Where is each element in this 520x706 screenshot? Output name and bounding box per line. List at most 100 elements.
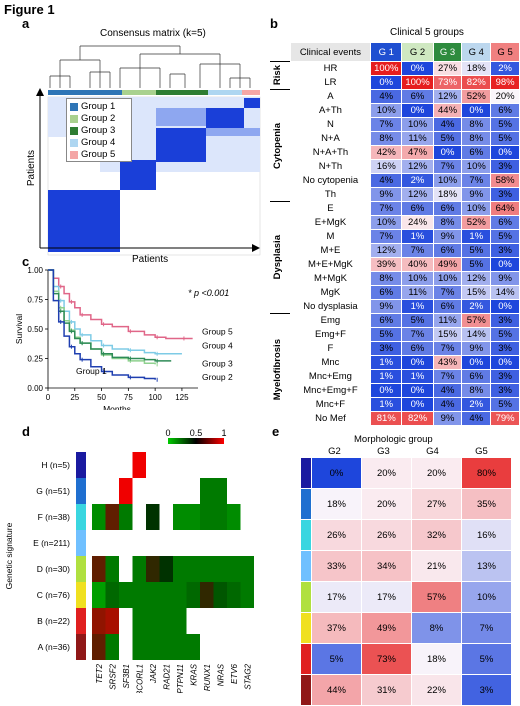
value-cell: 7% [370,201,403,216]
y-tick-label: 1.00 [27,266,43,275]
value-cell: 3% [490,383,520,398]
morph-cell: 17% [361,581,412,613]
morph-cell: 80% [461,457,512,489]
value-cell: 6% [490,103,520,118]
event-label: E [289,201,372,216]
value-cell: 12% [370,243,403,258]
heat-cell [105,582,119,608]
morph-row: 5% 73% 18% 5% [300,643,512,675]
value-cell: 5% [461,257,492,272]
value-cell: 4% [370,89,403,104]
morph-col-g5: G5 [475,446,488,457]
event-label: Th [289,187,372,202]
event-label: A+Th [289,103,372,118]
value-cell: 0% [432,145,463,160]
y-axis-label: Survival [14,314,24,344]
legend-label: Group 4 [81,137,116,148]
legend-item-group5: Group 5 [70,149,131,160]
morph-row-color [300,488,312,520]
row-label: D (n=30) [37,564,70,574]
clinical-row: Myelofibrosis Emg 6% 5% 11% 57% 3% [270,313,520,426]
event-label: N+Th [289,159,372,174]
heat-cell [159,478,173,504]
heat-cell [186,634,200,660]
heat-cell [173,530,187,556]
row-label: B (n=22) [37,616,70,626]
value-cell: 43% [432,355,463,370]
heat-cell [159,608,173,634]
heat-cell [240,634,254,660]
x-axis-label: Months [103,404,131,410]
morph-cell: 26% [311,519,362,551]
x-tick-label: 25 [70,393,79,402]
series-label: Group 3 [202,358,233,368]
morph-cell: 5% [461,643,512,675]
value-cell: 16% [370,159,403,174]
value-cell: 0% [401,103,434,118]
morph-cell: 34% [361,550,412,582]
heat-cell [186,504,200,530]
p-value-annotation: * p <0.001 [188,288,229,298]
x-tick-label: 75 [124,393,133,402]
value-cell: 52% [461,89,492,104]
value-cell: 0% [370,75,403,90]
heat-cell [119,634,133,660]
value-cell: 15% [432,327,463,342]
heat-cell [92,582,106,608]
value-cell: 7% [370,117,403,132]
event-label: HR [289,61,372,76]
series-label: Group 1 [76,366,107,376]
value-cell: 11% [401,131,434,146]
heat-cell [105,504,119,530]
event-label: No Mef [289,411,372,426]
value-cell: 0% [401,61,434,76]
value-cell: 57% [461,313,492,328]
event-label: F [289,341,372,356]
clinical-row: LR 0% 100% 73% 82% 98% [270,75,520,90]
morph-row: 44% 31% 22% 3% [300,674,512,706]
heat-cell [227,530,241,556]
morph-row-color [300,643,312,675]
legend-item-group2: Group 2 [70,113,131,124]
figure-title: Figure 1 [4,2,55,17]
panel-label-d: d [22,424,30,439]
heat-cell [200,556,214,582]
value-cell: 7% [461,173,492,188]
heat-cell [240,582,254,608]
heat-cell [105,608,119,634]
heat-cell [132,504,146,530]
heat-cell [186,608,200,634]
heat-cell [119,608,133,634]
value-cell: 1% [401,229,434,244]
heat-cell [240,608,254,634]
heat-cell [173,608,187,634]
value-cell: 10% [401,271,434,286]
value-cell: 8% [461,117,492,132]
morph-cell: 5% [311,643,362,675]
value-cell: 64% [490,201,520,216]
event-label: Mnc [289,355,372,370]
row-color-bar [76,634,86,660]
value-cell: 5% [490,397,520,412]
morph-row-color [300,457,312,489]
value-cell: 18% [432,187,463,202]
heat-cell [119,556,133,582]
morph-cell: 20% [361,457,412,489]
row-label: G (n=51) [36,486,70,496]
value-cell: 4% [432,397,463,412]
genetic-heatmap: 0 0.5 1 H (n=5) G (n=51) F (n=38) E (n=211) D (… [4,428,254,693]
heat-cell [240,452,254,478]
morph-row: 33% 34% 21% 13% [300,550,512,582]
legend-swatch [70,126,78,135]
heat-cell [213,634,227,660]
value-cell: 12% [461,271,492,286]
header-g1: G 1 [370,42,403,62]
event-label: M+E+MgK [289,257,372,272]
legend-item-group1: Group 1 [70,101,131,112]
morph-cell: 27% [411,488,462,520]
heat-cell [240,556,254,582]
heat-cell [213,504,227,530]
gene-label: SF3B1 [122,664,131,688]
value-cell: 1% [370,369,403,384]
series-label: Group 4 [202,341,233,351]
